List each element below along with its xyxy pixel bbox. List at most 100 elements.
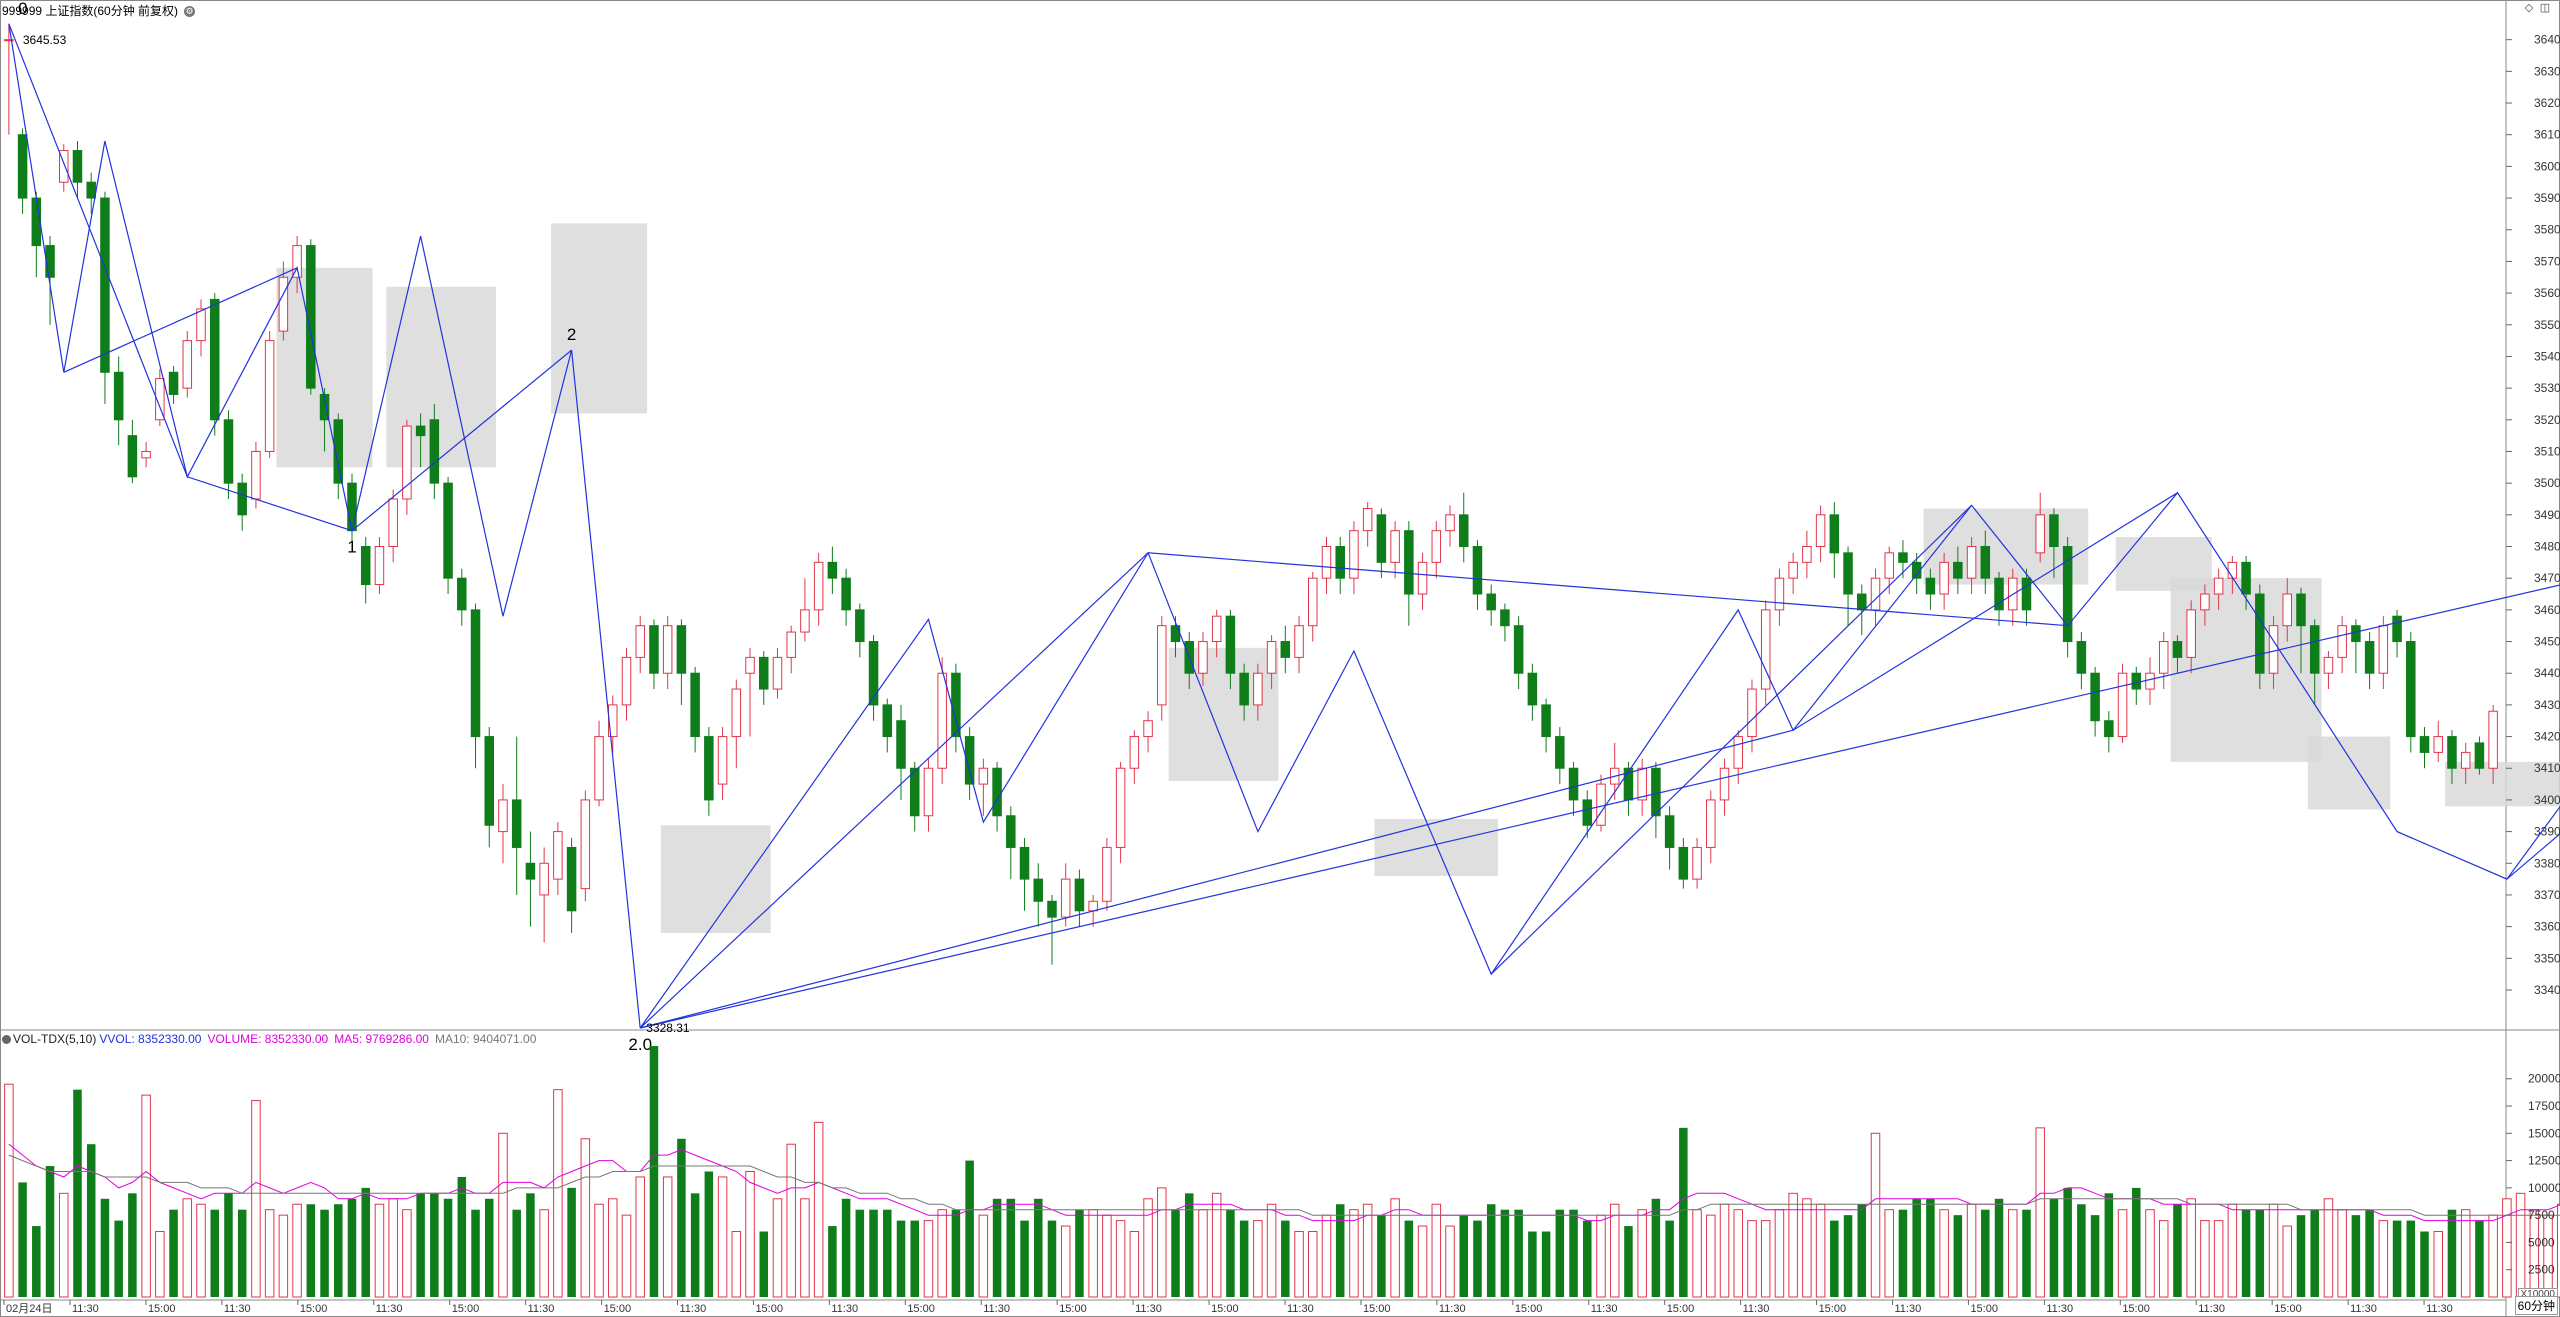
volume-bar-up xyxy=(2282,1225,2293,1298)
candle-down xyxy=(209,298,220,421)
volume-bar-up xyxy=(731,1231,742,1298)
candle-up xyxy=(662,625,673,674)
volume-bar-up xyxy=(2186,1198,2196,1298)
volume-y-tick-label: 5000 xyxy=(2528,1235,2555,1249)
volume-bar-down xyxy=(1473,1220,1482,1297)
volume-bar-down xyxy=(224,1193,233,1297)
low-price-marker: 3328.31 xyxy=(646,1021,690,1035)
volume-bar-down xyxy=(2090,1215,2100,1297)
y-tick-label: 3570 xyxy=(2534,254,2560,268)
volume-toggle-icon[interactable] xyxy=(2,1035,11,1045)
volume-bar-down xyxy=(869,1209,878,1297)
gear-icon[interactable]: ⚙ xyxy=(184,6,196,18)
candle-down xyxy=(1568,767,1579,801)
candle-down xyxy=(2447,736,2457,769)
x-tick-label: 15:00 xyxy=(907,1303,935,1315)
volume-bar-down xyxy=(1994,1198,2004,1297)
candle-down xyxy=(1898,552,1908,563)
candle-up xyxy=(745,656,755,674)
candle-up xyxy=(1788,561,1798,579)
y-tick-label: 3610 xyxy=(2534,128,2560,142)
x-tick-label: 11:30 xyxy=(376,1303,403,1315)
volume-bar-down xyxy=(1843,1215,1853,1297)
candle-up xyxy=(2460,751,2471,769)
candle-down xyxy=(415,425,426,437)
period-button[interactable]: 60分钟 xyxy=(2514,1296,2558,1315)
volume-bar-down xyxy=(2255,1209,2265,1297)
candle-up xyxy=(1198,641,1208,674)
volume-bar-down xyxy=(1184,1193,1194,1297)
candle-up xyxy=(155,378,165,421)
volume-bar-down xyxy=(2420,1231,2429,1297)
candle-down xyxy=(1486,593,1496,611)
candle-down xyxy=(1953,561,1963,579)
y-tick-label: 3390 xyxy=(2534,825,2560,839)
diamond-icon[interactable]: ◇ xyxy=(2524,2,2534,14)
volume-bar-up xyxy=(1774,1209,1785,1298)
x-tick-label: 15:00 xyxy=(1515,1303,1543,1315)
volume-bar-down xyxy=(526,1193,535,1297)
candle-down xyxy=(45,245,55,278)
volume-bar-down xyxy=(855,1209,865,1297)
vvol-label: VVOL: 8352330.00 xyxy=(99,1032,202,1046)
x-tick-label: 11:30 xyxy=(1591,1303,1618,1315)
volume-bar-up xyxy=(923,1220,934,1298)
volume-bar-down xyxy=(690,1193,700,1297)
volume-bar-up xyxy=(155,1231,165,1298)
volume-bar-down xyxy=(210,1209,219,1297)
candle-down xyxy=(1458,514,1469,548)
volume-bar-down xyxy=(1404,1220,1414,1297)
volume-bar-up xyxy=(1321,1214,1332,1298)
candle-up xyxy=(1445,514,1455,532)
candle-up xyxy=(1349,530,1359,579)
volume-bar-up xyxy=(717,1176,728,1298)
candle-up xyxy=(1060,878,1071,918)
volume-bar-down xyxy=(1171,1209,1180,1297)
candle-down xyxy=(333,419,344,484)
candle-up xyxy=(1939,561,1949,595)
candle-up xyxy=(923,767,934,817)
candle-up xyxy=(2145,672,2155,690)
x-tick-label: 11:30 xyxy=(528,1303,555,1315)
volume-bar-down xyxy=(965,1160,974,1297)
y-tick-label: 3620 xyxy=(2534,96,2560,110)
volume-bar-down xyxy=(567,1187,576,1297)
volume-bar-up xyxy=(580,1138,591,1298)
volume-bar-up xyxy=(2433,1231,2443,1298)
candle-up xyxy=(2186,609,2196,658)
zigzag-line xyxy=(640,492,2178,1029)
candle-down xyxy=(1472,546,1483,595)
candle-up xyxy=(2035,514,2045,554)
candle-down xyxy=(2474,742,2485,769)
volume-bar-up xyxy=(1637,1209,1647,1298)
volume-bar-down xyxy=(2351,1215,2361,1297)
y-tick-label: 3470 xyxy=(2534,571,2560,585)
volume-bar-up xyxy=(4,1083,14,1298)
volume-bar-up xyxy=(1211,1192,1222,1298)
volume-bar-down xyxy=(896,1220,906,1297)
candle-up xyxy=(1815,514,1826,548)
volume-y-tick-label: 15000 xyxy=(2528,1126,2560,1140)
volume-bar-up xyxy=(1870,1132,1881,1298)
candle-up xyxy=(978,767,989,785)
x-tick-label: 15:00 xyxy=(755,1303,783,1315)
candle-down xyxy=(690,672,700,738)
volume-bar-up xyxy=(264,1209,275,1298)
volume-bar-up xyxy=(1129,1231,1140,1298)
y-tick-label: 3560 xyxy=(2534,286,2560,300)
y-tick-label: 3490 xyxy=(2534,508,2560,522)
volume-bar-down xyxy=(1020,1220,1029,1297)
volume-bar-down xyxy=(1226,1209,1235,1297)
y-tick-label: 3580 xyxy=(2534,223,2560,237)
candle-down xyxy=(1911,561,1922,579)
volume-bar-down xyxy=(828,1226,837,1297)
volume-bar-up xyxy=(937,1209,947,1298)
layout-icon[interactable]: ◫ xyxy=(2539,2,2551,14)
candle-up xyxy=(2323,656,2334,674)
volume-bar-down xyxy=(704,1171,714,1297)
volume-bar-up xyxy=(1596,1214,1606,1298)
candle-up xyxy=(1692,846,1702,880)
candle-down xyxy=(2392,615,2402,643)
candle-down xyxy=(882,704,893,738)
